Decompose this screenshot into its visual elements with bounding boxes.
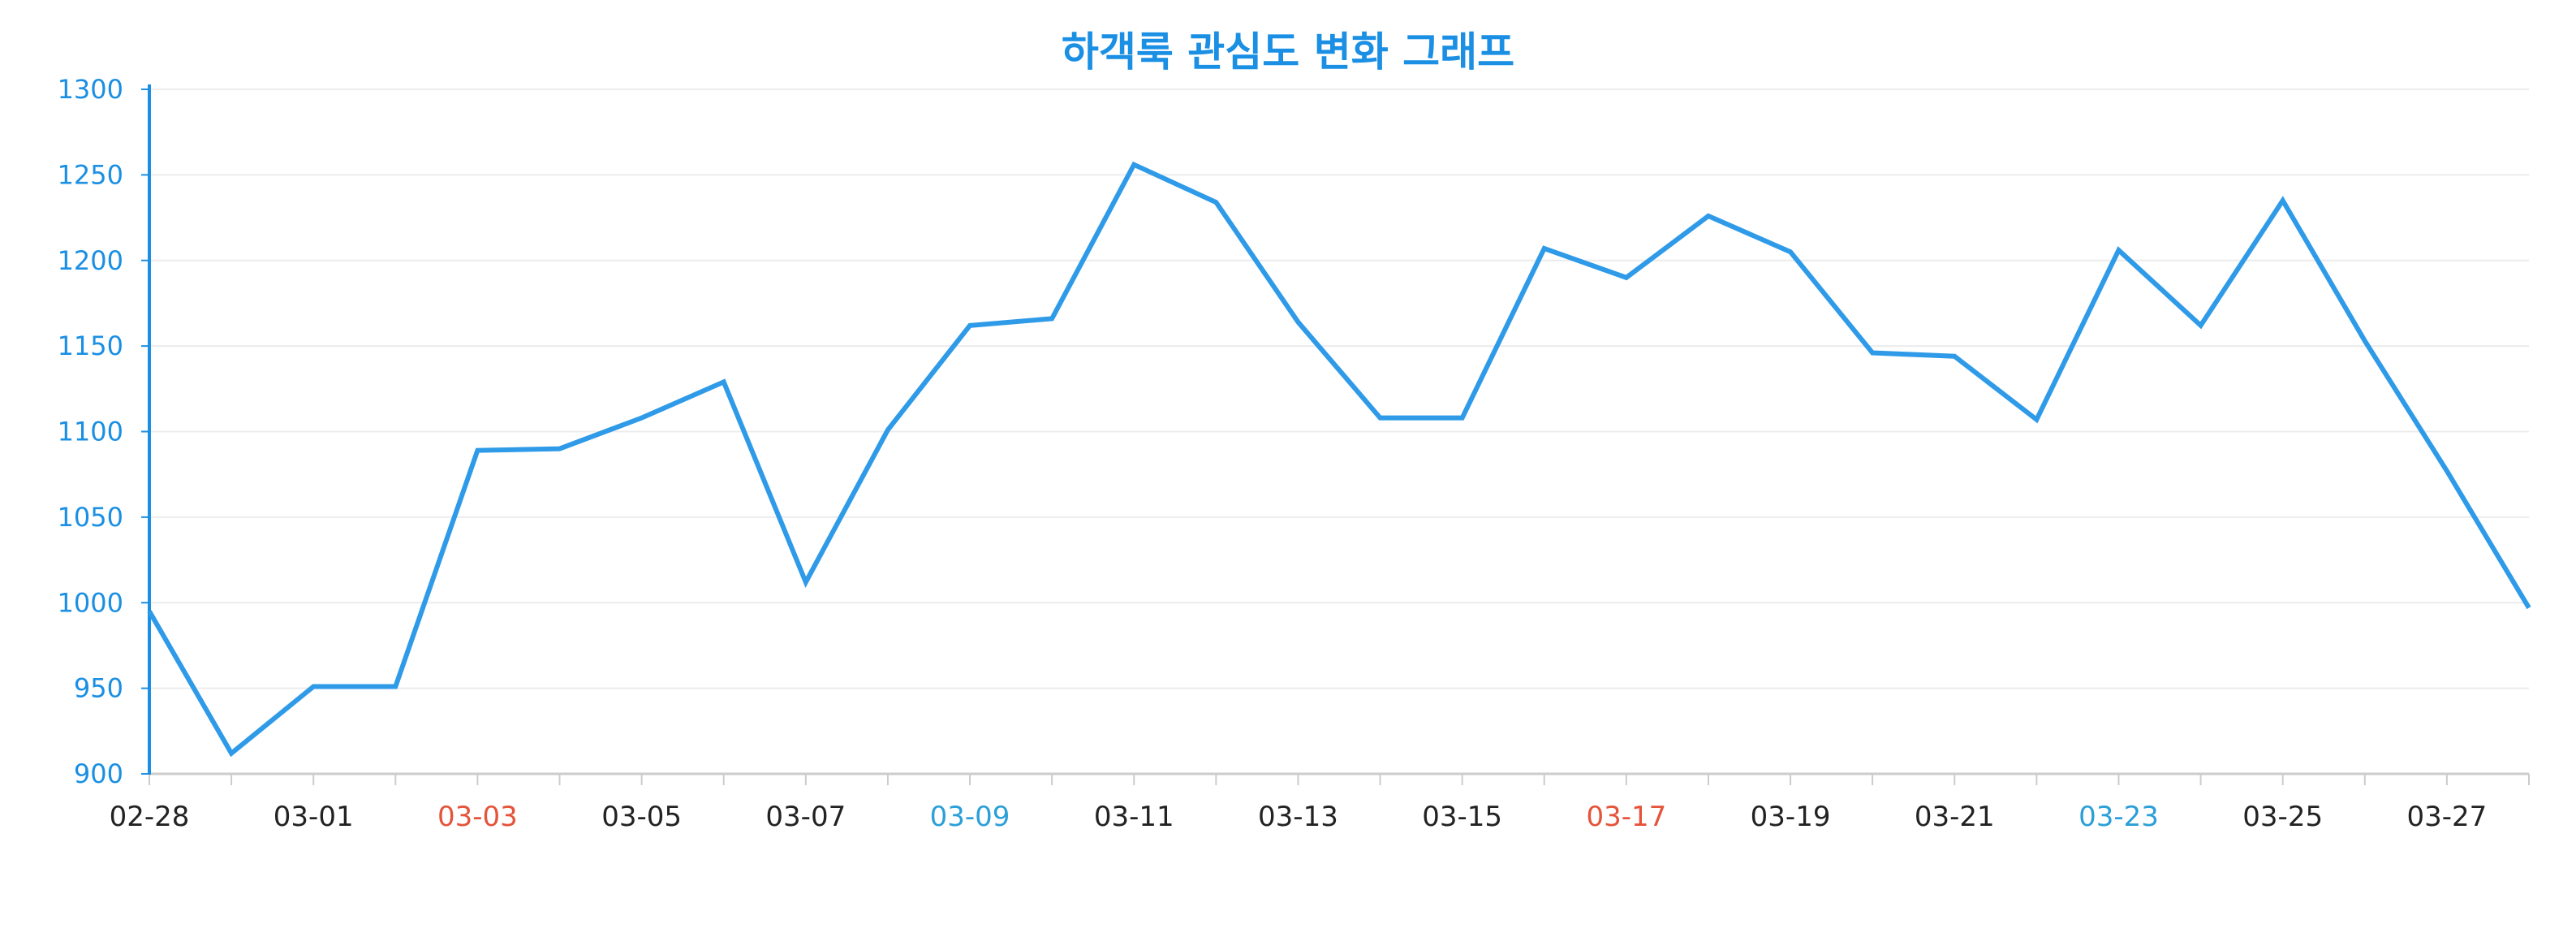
- y-tick-label: 1100: [58, 417, 123, 447]
- x-tick-label: 03-21: [1915, 801, 1995, 833]
- x-tick-label: 03-19: [1751, 801, 1831, 833]
- x-tick-label: 03-15: [1422, 801, 1502, 833]
- x-tick-label: 02-28: [110, 801, 190, 833]
- y-tick-label: 1000: [58, 587, 123, 618]
- y-tick-label: 1250: [58, 159, 123, 190]
- y-tick-label: 1300: [58, 74, 123, 105]
- x-tick-label: 03-27: [2406, 801, 2487, 833]
- x-tick-label: 03-07: [765, 801, 846, 833]
- y-tick-label: 950: [74, 673, 123, 704]
- x-tick-label: 03-11: [1094, 801, 1174, 833]
- x-tick-label: 03-03: [437, 801, 518, 833]
- y-tick-label: 900: [74, 758, 123, 789]
- chart-title: 하객룩 관심도 변화 그래프: [1061, 28, 1515, 76]
- x-tick-label: 03-09: [930, 801, 1010, 833]
- x-tick-label: 03-25: [2242, 801, 2323, 833]
- x-tick-label: 03-01: [274, 801, 354, 833]
- x-tick-label: 03-17: [1586, 801, 1666, 833]
- x-tick-label: 03-05: [601, 801, 682, 833]
- y-tick-label: 1050: [58, 502, 123, 533]
- x-tick-label: 03-13: [1258, 801, 1338, 833]
- x-tick-label: 03-23: [2078, 801, 2159, 833]
- y-tick-label: 1200: [58, 245, 123, 276]
- series-line: [147, 161, 2531, 758]
- y-tick-label: 1150: [58, 330, 123, 361]
